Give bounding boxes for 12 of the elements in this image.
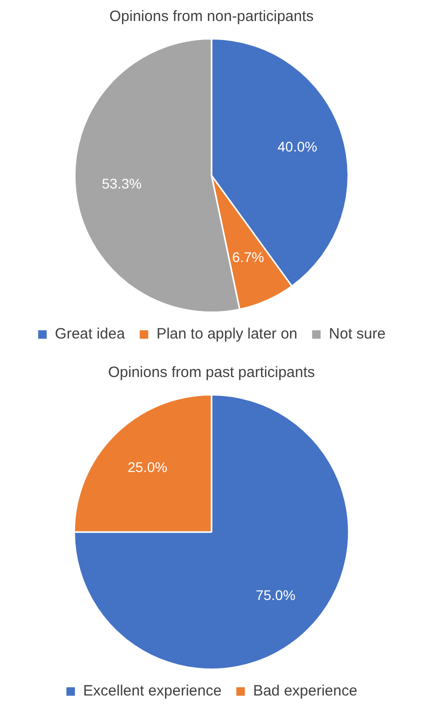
data-label: 75.0% bbox=[256, 586, 296, 603]
data-label: 40.0% bbox=[277, 138, 318, 154]
legend-label: Great idea bbox=[54, 326, 126, 343]
legend-label: Bad experience bbox=[253, 682, 358, 700]
data-label: 6.7% bbox=[232, 248, 264, 265]
data-label: 25.0% bbox=[128, 458, 168, 475]
chart-title: Opinions from non-participants bbox=[109, 8, 314, 26]
chart-title: Opinions from past participants bbox=[108, 364, 315, 382]
data-label: 53.3% bbox=[102, 176, 142, 192]
legend-label: Excellent experience bbox=[83, 682, 222, 700]
legend-label: Plan to apply later on bbox=[156, 326, 298, 343]
legend-label: Not sure bbox=[328, 326, 386, 343]
